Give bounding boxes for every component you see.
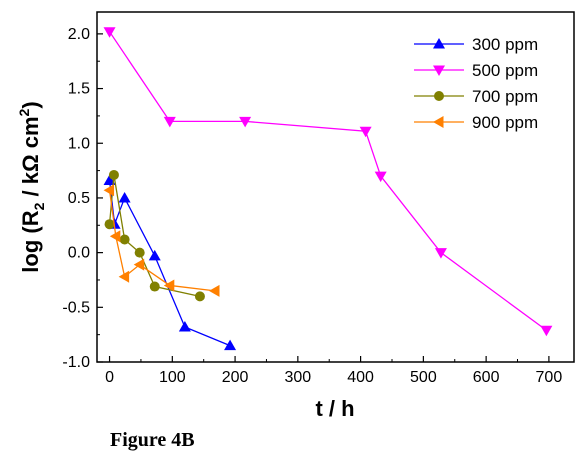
legend-label: 700 ppm [472, 87, 538, 106]
y-tick-label: 1.0 [68, 135, 90, 152]
y-tick-label: -0.5 [62, 299, 90, 316]
x-tick-label: 700 [536, 369, 563, 386]
legend-label: 900 ppm [472, 113, 538, 132]
data-point [133, 258, 145, 271]
data-point [103, 27, 116, 38]
data-point [163, 116, 176, 128]
data-point [103, 184, 115, 197]
legend-item: 700 ppm [414, 87, 538, 106]
data-point [118, 191, 131, 203]
legend-item: 500 ppm [414, 61, 538, 80]
data-point [149, 281, 160, 292]
data-point [104, 219, 115, 230]
data-point [374, 171, 387, 183]
legend-marker [434, 91, 444, 101]
legend-item: 900 ppm [414, 113, 538, 132]
series-line [108, 174, 201, 298]
x-tick-label: 0 [105, 369, 114, 386]
plot-frame [96, 11, 575, 363]
x-tick-label: 500 [410, 369, 437, 386]
y-axis-title-main: log (R [18, 210, 43, 272]
y-axis-title: log (R2 / kΩ cm2) [16, 101, 47, 272]
data-point [109, 230, 121, 243]
x-tick-label: 200 [222, 369, 249, 386]
y-tick-label: -1.0 [62, 354, 90, 371]
data-point [224, 339, 237, 351]
y-axis-title-end: ) [18, 101, 43, 108]
y-tick-label: 0.5 [68, 190, 90, 207]
y-tick-label: 0.0 [68, 245, 90, 262]
data-point [239, 116, 252, 128]
series-line [108, 180, 231, 347]
y-tick-label: 2.0 [68, 26, 90, 43]
data-point [359, 126, 372, 138]
series-line [108, 190, 216, 292]
data-point [208, 284, 220, 297]
x-tick-label: 400 [347, 369, 374, 386]
legend-label: 300 ppm [472, 35, 538, 54]
y-axis-title-sup: 2 [16, 108, 32, 116]
figure-caption: Figure 4B [110, 429, 195, 451]
y-tick-label: 1.5 [68, 81, 90, 98]
data-point [540, 325, 553, 337]
axis-ticks: 0 100 200 300 400 500 600 700 -1.0 -0.5 0.0 0.5 1.0 1… [62, 26, 562, 386]
x-tick-label: 100 [159, 369, 186, 386]
legend-marker [433, 65, 445, 76]
legend-marker [433, 116, 444, 128]
data-point [194, 291, 205, 302]
legend-label: 500 ppm [472, 61, 538, 80]
data-point [434, 248, 447, 259]
legend: 300 ppm 500 ppm 700 ppm 900 ppm [414, 35, 538, 132]
data-point [134, 247, 145, 258]
data-point [148, 249, 161, 261]
x-axis-title: t / h [315, 396, 354, 421]
series-layer [103, 27, 553, 351]
series-500-ppm [103, 27, 553, 337]
data-point [118, 270, 130, 283]
data-point [108, 169, 119, 180]
y-axis-title-sub: 2 [31, 202, 47, 210]
data-point [103, 174, 116, 185]
data-point [178, 321, 191, 332]
series-900-ppm [103, 184, 220, 297]
data-point [119, 234, 130, 245]
series-700-ppm [104, 169, 205, 302]
legend-item: 300 ppm [414, 35, 538, 54]
x-tick-label: 300 [284, 369, 311, 386]
y-axis-title-rest: / kΩ cm [18, 116, 43, 202]
series-300-ppm [103, 174, 237, 351]
legend-marker [433, 38, 445, 49]
x-tick-label: 600 [473, 369, 500, 386]
data-point [163, 279, 175, 292]
